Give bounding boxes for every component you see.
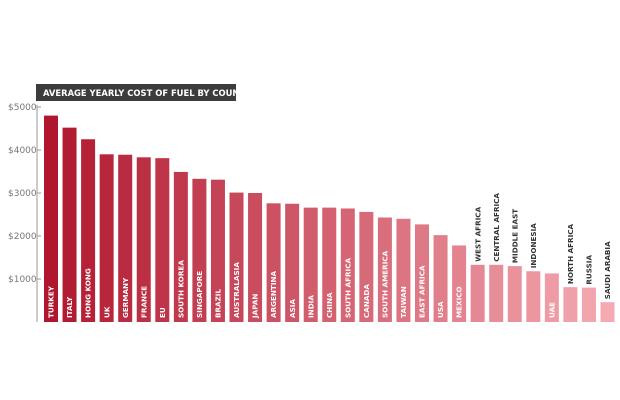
category-label: TURKEY (47, 285, 56, 318)
chart-title: AVERAGE YEARLY COST OF FUEL BY COUNTRY (43, 88, 258, 98)
category-label: AUSTRALASIA (232, 262, 241, 318)
category-label: RUSSIA (585, 255, 594, 285)
category-label: SOUTH AMERICA (381, 250, 390, 318)
bar (155, 158, 170, 322)
category-label: WEST AFRICA (473, 206, 482, 261)
bar (396, 218, 411, 322)
y-tick-label: $4000 (8, 146, 37, 156)
bar (452, 245, 467, 322)
category-label: ARGENTINA (269, 270, 278, 318)
category-label: SINGAPORE (195, 271, 204, 318)
bar (489, 264, 504, 322)
bar (285, 203, 300, 322)
bar (81, 139, 96, 322)
bar (581, 287, 596, 322)
category-label: HONG KONG (84, 268, 93, 318)
bar (44, 115, 58, 322)
bar (118, 154, 133, 322)
category-label: JAPAN (251, 294, 260, 319)
category-label: BRAZIL (214, 289, 223, 318)
category-label: CHINA (325, 292, 334, 318)
category-label: GERMANY (121, 277, 130, 318)
category-label: UK (102, 306, 111, 318)
bar (322, 207, 337, 322)
category-label: EAST AFRICA (418, 265, 427, 318)
category-label: MEXICO (455, 286, 464, 318)
bar (210, 179, 225, 322)
y-tick-label: $5000 (8, 103, 37, 113)
category-label: TAIWAN (399, 286, 408, 318)
bar (433, 235, 448, 322)
category-label: SOUTH AFRICA (343, 258, 352, 318)
bar (62, 127, 77, 322)
bar (248, 193, 263, 322)
bar (563, 287, 578, 322)
bar (359, 211, 374, 322)
category-label: INDONESIA (529, 223, 538, 269)
bar (303, 207, 318, 322)
category-label: ITALY (65, 296, 74, 318)
bar (266, 203, 281, 322)
bar (377, 217, 392, 322)
bar (507, 266, 522, 322)
bar (99, 154, 114, 322)
category-label: USA (436, 301, 445, 318)
bar (470, 264, 485, 322)
bar (173, 171, 188, 322)
category-label: CENTRAL AFRICA (492, 193, 501, 262)
chart-title-box: AVERAGE YEARLY COST OF FUEL BY COUNTRY (36, 84, 258, 101)
category-label: EU (158, 307, 167, 318)
category-label: NORTH AFRICA (566, 223, 575, 284)
category-label: SAUDI ARABIA (603, 241, 612, 299)
bar (136, 157, 151, 322)
y-tick-label: $1000 (8, 275, 37, 285)
category-label: MIDDLE EAST (510, 209, 519, 263)
bar (544, 273, 559, 322)
category-label: INDIA (306, 295, 315, 318)
bar (600, 302, 615, 322)
category-label: CANADA (362, 284, 371, 318)
category-label: SOUTH KOREA (176, 260, 185, 318)
bar (415, 224, 429, 322)
chart-title-background (36, 84, 236, 101)
bar (526, 271, 541, 322)
bar (340, 208, 355, 322)
bar (229, 192, 244, 322)
category-label: UAE (547, 302, 556, 318)
y-axis-ticks: $1000 $2000 $3000 $4000 $5000 (8, 103, 41, 285)
category-label: FRANCE (139, 286, 148, 318)
bars (44, 115, 615, 322)
y-tick-label: $2000 (8, 232, 37, 242)
category-label: ASIA (288, 299, 297, 318)
bar (192, 178, 207, 322)
y-tick-label: $3000 (8, 189, 37, 199)
category-labels: TURKEY ITALY HONG KONG UK GERMANY FRANCE EU SOU… (47, 193, 612, 319)
